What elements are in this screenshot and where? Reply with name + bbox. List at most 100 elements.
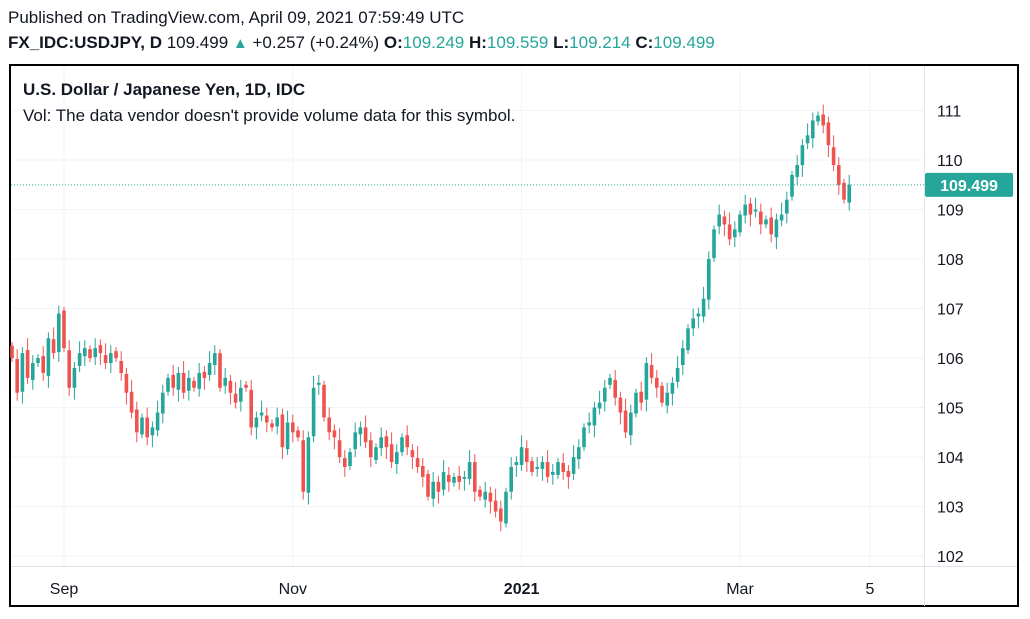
candle[interactable] [233, 381, 238, 409]
candle[interactable] [686, 324, 690, 355]
candle[interactable] [10, 341, 14, 363]
candle[interactable] [25, 338, 30, 384]
candle[interactable] [239, 379, 243, 412]
candle[interactable] [317, 374, 321, 395]
candle[interactable] [311, 375, 316, 443]
candle[interactable] [707, 251, 711, 310]
candle[interactable] [72, 362, 77, 400]
candle[interactable] [800, 139, 805, 177]
candle[interactable] [46, 332, 51, 388]
candle[interactable] [587, 412, 591, 434]
candle[interactable] [535, 457, 539, 477]
candle[interactable] [826, 116, 831, 158]
candle[interactable] [135, 401, 139, 443]
candle[interactable] [504, 487, 508, 528]
candle[interactable] [301, 430, 305, 500]
candle[interactable] [218, 349, 222, 392]
candle[interactable] [701, 286, 706, 323]
candle[interactable] [525, 440, 529, 472]
candle[interactable] [192, 376, 196, 392]
candle[interactable] [597, 390, 602, 415]
candle[interactable] [603, 379, 607, 412]
candle[interactable] [421, 458, 425, 487]
candle[interactable] [644, 357, 649, 412]
candle[interactable] [483, 481, 487, 508]
candle[interactable] [571, 445, 576, 480]
candle[interactable] [140, 413, 144, 439]
candle[interactable] [353, 422, 357, 458]
candle[interactable] [738, 210, 742, 237]
candle[interactable] [285, 410, 290, 456]
candle[interactable] [20, 347, 25, 404]
candle[interactable] [369, 432, 373, 467]
candle[interactable] [519, 435, 524, 471]
candle[interactable] [62, 306, 66, 353]
candle[interactable] [795, 155, 799, 185]
candle[interactable] [155, 400, 160, 437]
candle[interactable] [187, 369, 191, 401]
candle[interactable] [847, 174, 851, 211]
candle[interactable] [166, 373, 170, 396]
candle[interactable] [145, 407, 149, 446]
candle[interactable] [57, 305, 61, 363]
candle[interactable] [447, 466, 451, 492]
candle[interactable] [343, 450, 347, 477]
candle[interactable] [514, 456, 519, 477]
candle[interactable] [223, 367, 227, 394]
candle[interactable] [374, 443, 378, 465]
candle[interactable] [265, 407, 269, 433]
candle[interactable] [332, 424, 337, 450]
candle[interactable] [665, 382, 669, 414]
candle[interactable] [816, 111, 820, 126]
candle[interactable] [634, 388, 638, 418]
candle[interactable] [764, 215, 768, 229]
candle[interactable] [660, 381, 664, 407]
candle[interactable] [270, 419, 274, 432]
candle[interactable] [358, 421, 363, 447]
candle[interactable] [499, 500, 503, 532]
candle[interactable] [405, 425, 409, 456]
candle[interactable] [566, 465, 571, 489]
candle[interactable] [441, 460, 446, 496]
candle[interactable] [540, 456, 545, 481]
candle[interactable] [675, 356, 680, 388]
candle[interactable] [452, 472, 456, 487]
candle[interactable] [67, 340, 71, 396]
candle[interactable] [790, 170, 794, 201]
candle[interactable] [280, 408, 285, 460]
candle[interactable] [743, 194, 747, 224]
candle[interactable] [462, 470, 467, 491]
candle[interactable] [161, 384, 165, 424]
candle[interactable] [337, 428, 342, 464]
candle[interactable] [306, 431, 311, 505]
candle[interactable] [124, 367, 129, 405]
candle[interactable] [296, 426, 300, 442]
candle[interactable] [150, 421, 155, 448]
candle[interactable] [400, 433, 404, 457]
candle[interactable] [322, 380, 326, 422]
candle[interactable] [431, 471, 435, 507]
candle[interactable] [769, 207, 773, 243]
candle[interactable] [717, 204, 721, 235]
candle[interactable] [395, 444, 399, 474]
candle[interactable] [202, 366, 207, 390]
candle[interactable] [488, 486, 493, 514]
candle[interactable] [176, 366, 181, 402]
candle[interactable] [31, 355, 35, 390]
candle[interactable] [436, 475, 441, 504]
candle[interactable] [83, 340, 87, 366]
candle[interactable] [426, 469, 430, 501]
candle[interactable] [613, 369, 617, 406]
candle[interactable] [410, 444, 415, 469]
candle[interactable] [41, 346, 45, 381]
candle[interactable] [759, 203, 763, 235]
candle[interactable] [93, 338, 97, 366]
candle[interactable] [457, 466, 461, 490]
candle[interactable] [51, 327, 56, 360]
candle[interactable] [722, 210, 727, 237]
candle[interactable] [623, 398, 628, 439]
candle[interactable] [811, 112, 815, 149]
candle[interactable] [774, 213, 779, 250]
candle[interactable] [753, 197, 758, 218]
candle[interactable] [509, 457, 513, 500]
